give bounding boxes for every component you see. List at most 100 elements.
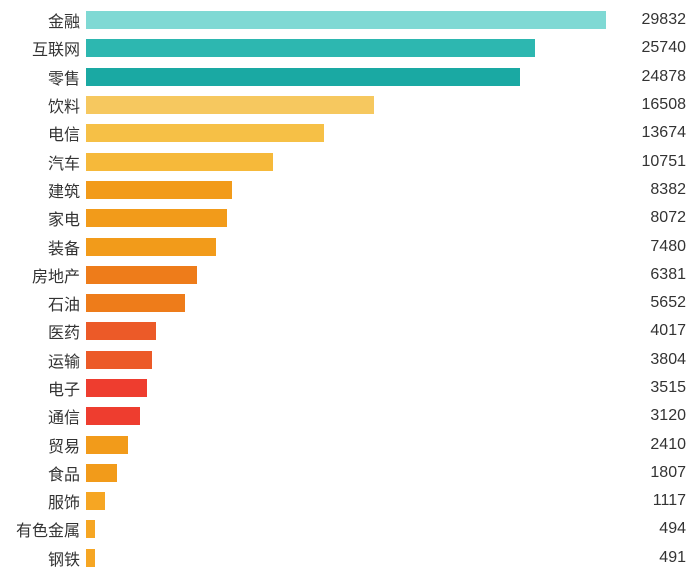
bar bbox=[86, 266, 197, 284]
bar bbox=[86, 238, 216, 256]
category-label: 装备 bbox=[0, 235, 86, 259]
bar bbox=[86, 464, 117, 482]
bar-track bbox=[86, 374, 628, 402]
bar bbox=[86, 322, 156, 340]
value-label: 3804 bbox=[628, 351, 700, 369]
bar bbox=[86, 436, 128, 454]
chart-row: 汽车 10751 bbox=[0, 147, 700, 175]
category-label: 家电 bbox=[0, 206, 86, 230]
bar bbox=[86, 492, 105, 510]
chart-row: 电信 13674 bbox=[0, 119, 700, 147]
value-label: 8072 bbox=[628, 209, 700, 227]
chart-row: 金融 29832 bbox=[0, 6, 700, 34]
bar-track bbox=[86, 34, 628, 62]
category-label: 建筑 bbox=[0, 178, 86, 202]
value-label: 1117 bbox=[628, 492, 700, 510]
chart-row: 饮料 16508 bbox=[0, 91, 700, 119]
category-label: 食品 bbox=[0, 461, 86, 485]
chart-row: 零售 24878 bbox=[0, 63, 700, 91]
bar-track bbox=[86, 261, 628, 289]
value-label: 2410 bbox=[628, 436, 700, 454]
bar-track bbox=[86, 515, 628, 543]
bar-track bbox=[86, 430, 628, 458]
value-label: 25740 bbox=[628, 39, 700, 57]
chart-row: 石油 5652 bbox=[0, 289, 700, 317]
value-label: 1807 bbox=[628, 464, 700, 482]
category-label: 有色金属 bbox=[0, 517, 86, 541]
value-label: 6381 bbox=[628, 266, 700, 284]
value-label: 3120 bbox=[628, 407, 700, 425]
bar bbox=[86, 181, 232, 199]
value-label: 7480 bbox=[628, 238, 700, 256]
bar-track bbox=[86, 204, 628, 232]
category-label: 钢铁 bbox=[0, 546, 86, 570]
chart-row: 互联网 25740 bbox=[0, 34, 700, 62]
chart-row: 贸易 2410 bbox=[0, 430, 700, 458]
value-label: 5652 bbox=[628, 294, 700, 312]
bar-track bbox=[86, 544, 628, 572]
bar-track bbox=[86, 147, 628, 175]
chart-row: 服饰 1117 bbox=[0, 487, 700, 515]
chart-row: 电子 3515 bbox=[0, 374, 700, 402]
category-label: 通信 bbox=[0, 404, 86, 428]
category-label: 金融 bbox=[0, 8, 86, 32]
chart-row: 家电 8072 bbox=[0, 204, 700, 232]
value-label: 494 bbox=[628, 520, 700, 538]
bar bbox=[86, 407, 140, 425]
bar bbox=[86, 294, 185, 312]
chart-row: 房地产 6381 bbox=[0, 261, 700, 289]
bar bbox=[86, 379, 147, 397]
category-label: 贸易 bbox=[0, 433, 86, 457]
value-label: 13674 bbox=[628, 124, 700, 142]
bar bbox=[86, 351, 152, 369]
value-label: 24878 bbox=[628, 68, 700, 86]
bar bbox=[86, 68, 520, 86]
category-label: 服饰 bbox=[0, 489, 86, 513]
bar-track bbox=[86, 232, 628, 260]
bar-track bbox=[86, 176, 628, 204]
bar-track bbox=[86, 119, 628, 147]
category-label: 房地产 bbox=[0, 263, 86, 287]
chart-row: 通信 3120 bbox=[0, 402, 700, 430]
chart-row: 医药 4017 bbox=[0, 317, 700, 345]
bar bbox=[86, 124, 324, 142]
category-label: 运输 bbox=[0, 348, 86, 372]
bar bbox=[86, 153, 273, 171]
bar-track bbox=[86, 346, 628, 374]
bar-track bbox=[86, 63, 628, 91]
category-label: 电信 bbox=[0, 121, 86, 145]
bar-track bbox=[86, 6, 628, 34]
value-label: 491 bbox=[628, 549, 700, 567]
value-label: 16508 bbox=[628, 96, 700, 114]
category-label: 石油 bbox=[0, 291, 86, 315]
bar bbox=[86, 11, 606, 29]
chart-row: 运输 3804 bbox=[0, 346, 700, 374]
value-label: 10751 bbox=[628, 153, 700, 171]
value-label: 4017 bbox=[628, 322, 700, 340]
horizontal-bar-chart: 金融 29832 互联网 25740 零售 24878 饮料 16508 电信 13674 汽车 10… bbox=[0, 0, 700, 578]
category-label: 互联网 bbox=[0, 36, 86, 60]
value-label: 3515 bbox=[628, 379, 700, 397]
category-label: 零售 bbox=[0, 65, 86, 89]
bar-track bbox=[86, 487, 628, 515]
bar-track bbox=[86, 91, 628, 119]
bar bbox=[86, 549, 95, 567]
chart-row: 食品 1807 bbox=[0, 459, 700, 487]
value-label: 8382 bbox=[628, 181, 700, 199]
category-label: 饮料 bbox=[0, 93, 86, 117]
category-label: 汽车 bbox=[0, 150, 86, 174]
chart-row: 钢铁 491 bbox=[0, 544, 700, 572]
bar bbox=[86, 96, 374, 114]
bar-track bbox=[86, 289, 628, 317]
chart-row: 装备 7480 bbox=[0, 232, 700, 260]
bar bbox=[86, 520, 95, 538]
chart-row: 有色金属 494 bbox=[0, 515, 700, 543]
bar-track bbox=[86, 317, 628, 345]
category-label: 电子 bbox=[0, 376, 86, 400]
category-label: 医药 bbox=[0, 319, 86, 343]
bar-track bbox=[86, 402, 628, 430]
bar bbox=[86, 39, 535, 57]
bar bbox=[86, 209, 227, 227]
chart-row: 建筑 8382 bbox=[0, 176, 700, 204]
value-label: 29832 bbox=[628, 11, 700, 29]
